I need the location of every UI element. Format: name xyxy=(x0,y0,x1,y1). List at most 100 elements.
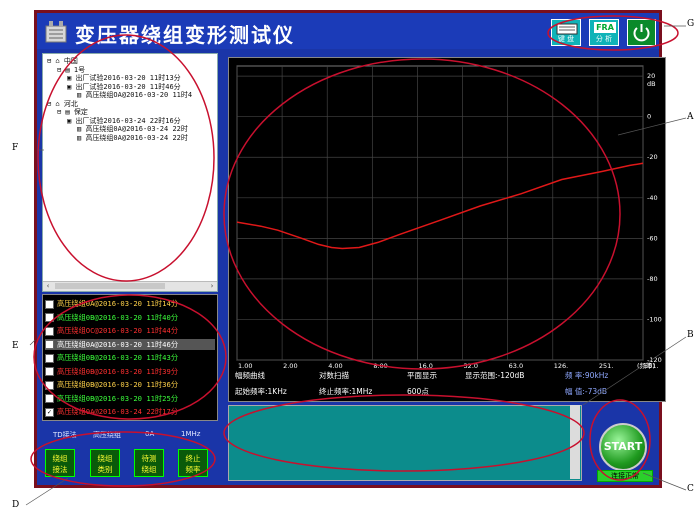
record-label: 高压绕组0B@2016-03-20 11时40分 xyxy=(57,312,179,322)
button-label: 绕组 xyxy=(97,454,113,463)
footer-scan-mode: 对数扫描 xyxy=(319,371,349,380)
callout-ellipse-d xyxy=(30,431,216,487)
fra-button[interactable]: FRA 分 析 xyxy=(589,19,619,46)
callout-leaders xyxy=(25,25,687,506)
footer-display-mode: 平面显示 xyxy=(407,371,437,380)
power-icon xyxy=(633,24,650,42)
record-item[interactable]: 高压绕组OC@2016-03-20 11时44分 xyxy=(45,325,215,336)
record-label: 高压绕组0B@2016-03-20 11时39分 xyxy=(57,366,179,376)
record-item[interactable]: 高压绕组0A@2016-03-20 11时46分 xyxy=(45,338,215,350)
test-winding-button[interactable]: 待测 绕组 xyxy=(134,449,164,477)
amp-readout: 幅 值:-73dB xyxy=(565,387,608,396)
tree-node-icon: ▥ xyxy=(77,125,86,133)
button-label: 接法 xyxy=(52,465,68,474)
tree-node-label: 高压绕组0A@2016-03-24 22时 xyxy=(85,133,188,142)
power-button[interactable] xyxy=(627,19,656,46)
callout-label-d: D xyxy=(12,500,20,510)
scroll-left-icon[interactable]: ‹ xyxy=(46,282,50,290)
button-label: 待测 xyxy=(141,454,157,463)
y-tick-label: 0 xyxy=(647,113,651,121)
record-checkbox[interactable] xyxy=(45,299,54,309)
tree-node[interactable]: ▣ 出厂试验2016-03-20 11时46分 xyxy=(67,82,181,92)
record-checkbox[interactable] xyxy=(45,394,54,403)
tree-node[interactable]: ⊟ ▤ 1号 xyxy=(57,65,85,75)
footer-points: 600点 xyxy=(407,387,429,396)
record-checkbox[interactable] xyxy=(45,380,54,390)
scroll-thumb[interactable] xyxy=(55,283,165,289)
x-tick-label: 1.00 xyxy=(238,362,252,370)
record-checkbox[interactable] xyxy=(45,340,54,349)
tree-node-icon: ⊟ ⌂ xyxy=(47,99,64,108)
button-label: 绕组 xyxy=(141,465,157,474)
frequency-response-chart: 1.00 2.00 4.00 8.00 16.0 32.0 63.0 126. 251. 501.… xyxy=(228,57,666,402)
winding-connection-button[interactable]: 绕组 接法 xyxy=(45,449,75,477)
info-winding: 高压绕组 xyxy=(93,431,121,439)
callout-ellipse-b xyxy=(223,394,585,472)
tree-node[interactable]: ▣ 出厂试验2016-03-20 11时13分 xyxy=(67,73,181,83)
winding-type-button[interactable]: 绕组 类别 xyxy=(90,449,120,477)
record-item[interactable]: 高压绕组0B@2016-03-20 11时25分 xyxy=(45,393,215,404)
callout-label-a: A xyxy=(687,112,694,122)
fra-label: 分 析 xyxy=(595,35,613,43)
button-label: 频率 xyxy=(185,465,201,474)
record-item[interactable]: 高压绕组0A@2016-03-20 11时14分 xyxy=(45,298,215,309)
keyboard-icon xyxy=(556,23,578,35)
x-tick-label: 126. xyxy=(554,362,568,370)
record-checkbox[interactable]: ✓ xyxy=(45,407,54,417)
x-tick-label: 63.0 xyxy=(509,362,523,370)
y-tick-label: 20 xyxy=(647,72,655,80)
record-list[interactable]: 高压绕组0A@2016-03-20 11时14分 高压绕组0B@2016-03-2… xyxy=(42,294,218,421)
message-scrollbar[interactable] xyxy=(570,405,580,479)
tree-node-icon: ▣ xyxy=(67,116,76,125)
record-item[interactable]: 高压绕组0B@2016-03-20 11时43分 xyxy=(45,352,215,363)
record-checkbox[interactable] xyxy=(45,353,54,363)
test-tree[interactable]: ⊟ ⌂ 中国 ⊟ ▤ 1号 ▣ 出厂试验2016-03-20 11时13分 ▣ 出厂试… xyxy=(42,53,218,292)
tree-node-label: 高压绕组0A@2016-03-24 22时 xyxy=(85,125,188,133)
footer-start-freq: 起始频率:1KHz xyxy=(235,387,287,396)
tree-node[interactable]: ▥ 高压绕组OA@2016-03-20 11时4 xyxy=(77,90,192,100)
x-tick-label: 16.0 xyxy=(418,362,432,370)
footer-stop-freq: 终止频率:1MHz xyxy=(319,387,373,396)
x-tick-label: 2.00 xyxy=(283,362,297,370)
tree-node-label: 1号 xyxy=(73,65,86,74)
record-item[interactable]: 高压绕组0B@2016-03-20 11时36分 xyxy=(45,379,215,390)
tree-node-label: 出厂试验2016-03-24 22时16分 xyxy=(75,116,181,125)
tree-node[interactable]: ▣ 出厂试验2016-03-24 22时16分 xyxy=(67,116,181,126)
tree-node[interactable]: ▥ 高压绕组0A@2016-03-24 22时 xyxy=(77,133,188,143)
record-item[interactable]: ✓ 高压绕组0A@2016-03-24 22时17分 xyxy=(45,406,215,417)
footer-curve-type: 幅频曲线 xyxy=(235,371,265,380)
keyboard-label: 键 盘 xyxy=(557,35,575,43)
record-checkbox[interactable] xyxy=(45,326,54,336)
tree-node-label: 高压绕组OA@2016-03-20 11时4 xyxy=(85,91,193,99)
tree-node[interactable]: ▥ 高压绕组0A@2016-03-24 22时 xyxy=(77,124,188,134)
callout-ellipse-g xyxy=(547,15,679,51)
record-label: 高压绕组0B@2016-03-20 11时25分 xyxy=(57,393,179,403)
tree-node[interactable]: ⊟ ⌂ 河北 xyxy=(47,99,78,109)
y-tick-label: -60 xyxy=(647,234,658,242)
record-label: 高压绕组0B@2016-03-20 11时43分 xyxy=(57,353,179,362)
record-checkbox[interactable] xyxy=(45,367,54,376)
tree-node-icon: ▣ xyxy=(67,82,76,91)
x-unit-label: (频率) xyxy=(637,361,655,370)
callout-label-b: B xyxy=(687,330,694,340)
tree-node[interactable]: ⊟ ▤ 保定 xyxy=(57,107,88,117)
chart-svg: 1.00 2.00 4.00 8.00 16.0 32.0 63.0 126. 251. 501.… xyxy=(236,65,662,370)
record-checkbox[interactable] xyxy=(45,313,54,322)
button-label: 类别 xyxy=(97,465,113,474)
message-panel xyxy=(228,405,582,481)
scroll-right-icon[interactable]: › xyxy=(210,282,214,290)
tree-node-icon: ⊟ ▤ xyxy=(57,108,74,116)
start-button[interactable]: START xyxy=(599,423,647,471)
tree-node-label: 出厂试验2016-03-20 11时46分 xyxy=(75,82,181,91)
footer-range: 显示范围:-120dB xyxy=(465,371,525,380)
record-label: 高压绕组0A@2016-03-20 11时46分 xyxy=(57,339,179,349)
record-item[interactable]: 高压绕组0B@2016-03-20 11时40分 xyxy=(45,312,215,323)
callout-ellipse-c xyxy=(589,399,651,481)
y-tick-label: -40 xyxy=(647,194,658,202)
record-item[interactable]: 高压绕组0B@2016-03-20 11时39分 xyxy=(45,366,215,377)
tree-node-icon: ⊟ ⌂ xyxy=(47,57,64,65)
freq-readout: 频 率:90kHz xyxy=(565,371,609,380)
keyboard-button[interactable]: 键 盘 xyxy=(551,19,581,46)
tree-node-icon: ▥ xyxy=(77,91,86,99)
